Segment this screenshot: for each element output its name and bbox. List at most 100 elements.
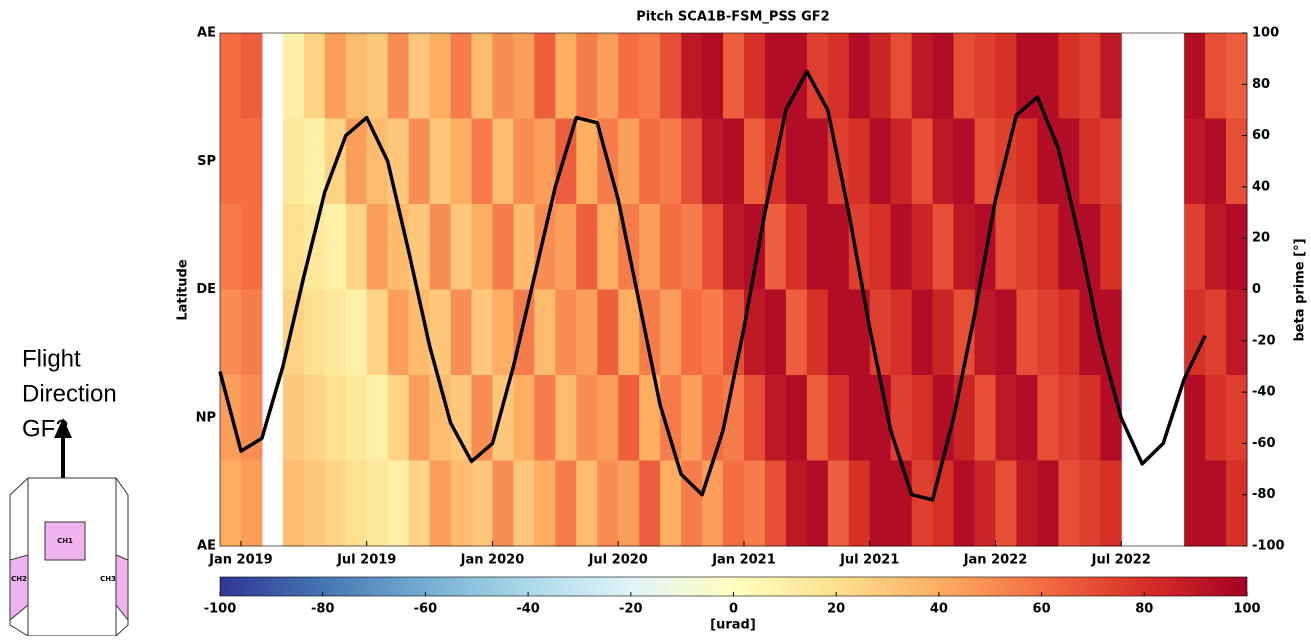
heat-cell [303, 460, 326, 547]
heat-cell [785, 460, 808, 547]
heat-cell [450, 289, 473, 376]
y2-tick-label: 40 [1252, 179, 1270, 194]
heat-cell [974, 375, 996, 461]
heat-cell [995, 460, 1017, 547]
heat-cell [995, 289, 1017, 376]
heat-cell [764, 204, 787, 290]
heat-cell [492, 204, 514, 290]
heat-cell [576, 375, 598, 461]
heat-cell [639, 375, 661, 461]
heat-cell [1205, 289, 1227, 376]
colorbar-tick-label: -20 [619, 602, 643, 617]
heat-cell [953, 460, 976, 547]
heat-cell [513, 204, 535, 290]
heat-cell [660, 289, 682, 376]
colorbar-tick-label: 60 [1033, 602, 1051, 617]
heat-cell [345, 33, 368, 119]
heat-cell [366, 375, 389, 461]
heat-cell [220, 204, 242, 290]
heat-cell [723, 33, 745, 119]
x-tick-label: Jan 2019 [208, 553, 273, 568]
heat-cell [1100, 33, 1122, 119]
heat-cell [471, 204, 493, 290]
heat-cell [220, 289, 242, 376]
heat-cell [932, 118, 955, 205]
heat-cell [1184, 204, 1206, 290]
heat-cell [534, 375, 556, 461]
heat-cell [408, 289, 431, 376]
heat-cell [660, 118, 682, 205]
heat-cell [1058, 33, 1080, 119]
heat-cell [429, 375, 452, 461]
heat-cell [932, 33, 955, 119]
heat-cell [1037, 289, 1059, 376]
colorbar-tick-label: -80 [311, 602, 335, 617]
heat-cell [827, 289, 850, 376]
heat-cell [995, 375, 1017, 461]
heat-cell [1205, 118, 1227, 205]
heat-cell [324, 204, 347, 290]
heat-cell [639, 460, 661, 547]
heat-cell [408, 204, 431, 290]
heat-cell [1100, 118, 1122, 205]
heat-cell [785, 204, 808, 290]
y2-tick-label: 100 [1252, 26, 1279, 41]
heat-cell [848, 289, 871, 376]
heat-cell [681, 33, 703, 119]
heat-cell [1226, 204, 1248, 290]
heat-cell [513, 33, 535, 119]
heat-cell [408, 460, 431, 547]
x-tick-label: Jul 2019 [336, 553, 396, 568]
y2-tick-label: 20 [1252, 231, 1270, 246]
heat-cell [240, 204, 263, 290]
y2-tick-label: -20 [1252, 333, 1276, 348]
heat-cell [827, 33, 850, 119]
heat-cell [932, 460, 955, 547]
heat-cell [1058, 289, 1080, 376]
y2-tick-label: 0 [1252, 282, 1261, 297]
heat-cell [366, 118, 389, 205]
heat-cell [1058, 460, 1080, 547]
heat-cell [911, 289, 934, 376]
heat-cell [450, 33, 473, 119]
heat-cell [471, 118, 493, 205]
heat-cell [1100, 289, 1122, 376]
heat-cell [1016, 460, 1038, 547]
heat-cell [1184, 375, 1206, 461]
y2-axis-label: beta prime [°] [1293, 238, 1308, 341]
colorbar-tick-label: -100 [204, 602, 237, 617]
heat-cell [220, 33, 242, 119]
heat-cell [534, 33, 556, 119]
colorbar-label: [urad] [710, 618, 756, 633]
caption: Flight [22, 345, 81, 372]
heat-cell [366, 460, 389, 547]
heat-cell [597, 460, 619, 547]
heat-cell [869, 375, 892, 461]
heat-cell [282, 118, 305, 205]
heat-cell [534, 118, 556, 205]
heat-cell [660, 33, 682, 119]
heat-cell [303, 289, 326, 376]
heat-cell [1100, 204, 1122, 290]
heat-cell [1100, 375, 1122, 461]
heat-cell [764, 460, 787, 547]
heat-cell [995, 33, 1017, 119]
heat-cell [869, 33, 892, 119]
flight-diagram: Flight Direction GF2 CH1 CH2 CH3 [9, 345, 129, 637]
heat-cell [806, 289, 829, 376]
heat-cell [890, 289, 913, 376]
heat-cell [869, 289, 892, 376]
heat-cell [387, 375, 410, 461]
heat-cell [513, 375, 535, 461]
heat-cell [303, 375, 326, 461]
heat-cell [702, 460, 724, 547]
heat-cell [492, 33, 514, 119]
heat-cell [723, 289, 745, 376]
heat-cell [1226, 375, 1248, 461]
heat-cell [702, 118, 724, 205]
colorbar-tick-label: -40 [516, 602, 540, 617]
arrow-head [54, 418, 72, 438]
heat-cell [1226, 118, 1248, 205]
heat-cell [974, 118, 996, 205]
heat-cell [743, 460, 766, 547]
